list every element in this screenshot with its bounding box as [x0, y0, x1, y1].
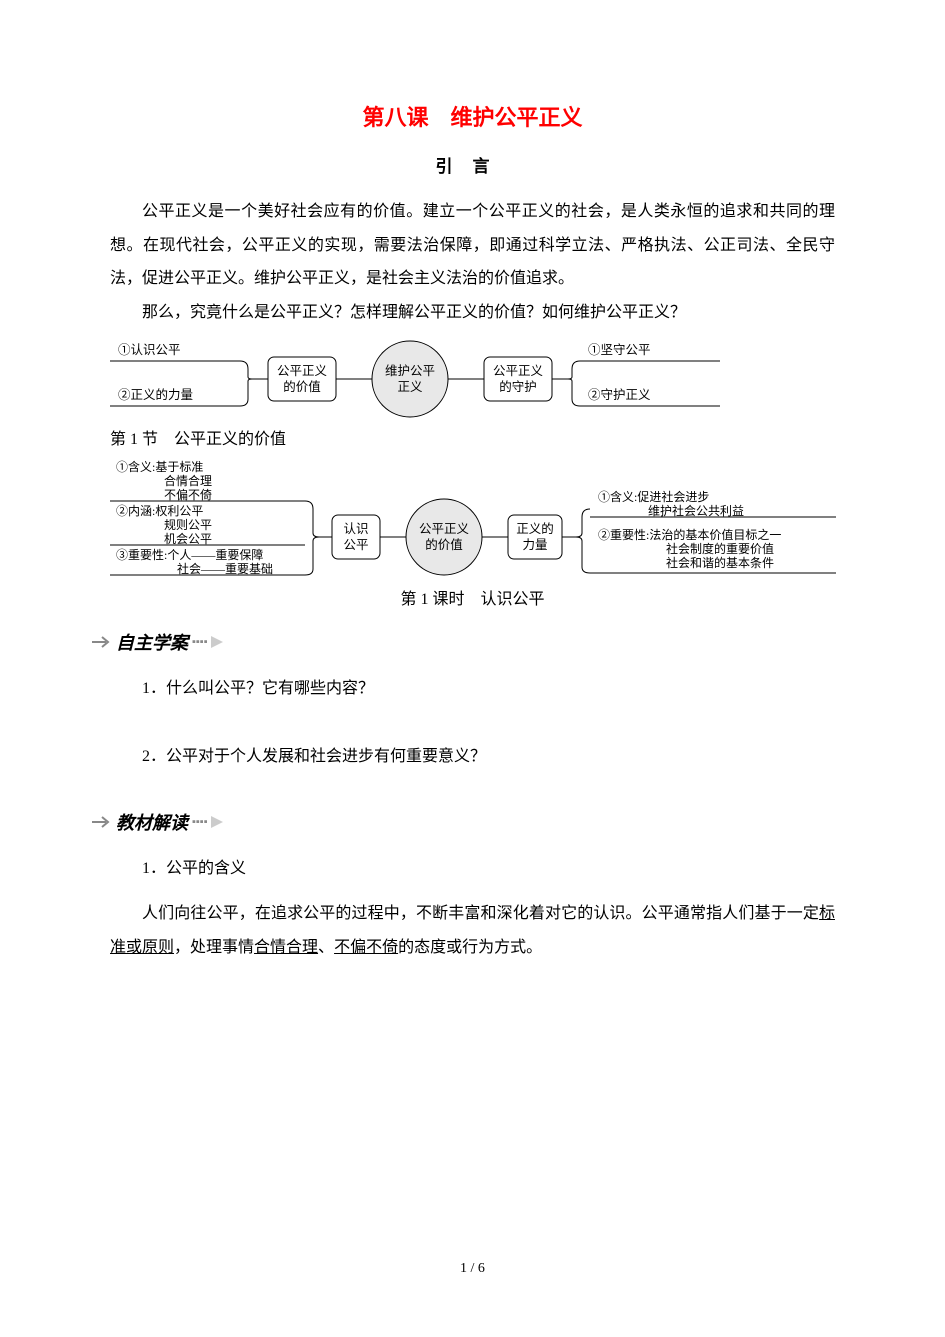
document-page: 第八课 维护公平正义 引言 公平正义是一个美好社会应有的价值。建立一个公平正义的…	[0, 0, 945, 1005]
d2-l1-2: 合情合理	[164, 473, 212, 488]
d1-center-l2: 正义	[397, 380, 423, 394]
body1-u3: 不偏不倚	[334, 939, 398, 956]
svg-text:的价值: 的价值	[425, 537, 463, 552]
d2-l3-2: 社会——重要基础	[177, 561, 273, 576]
d1-right-bottom: ②守护正义	[588, 388, 651, 402]
banner-dots: ▪▪▪▪	[192, 636, 208, 648]
d1-left-box-l1: 公平正义	[277, 364, 328, 378]
d2-l1-3: 不偏不倚	[164, 487, 212, 502]
banner-self-study: 自主学案 ▪▪▪▪	[90, 629, 835, 655]
svg-text:公平: 公平	[343, 538, 368, 552]
intro-paragraph-2: 那么，究竟什么是公平正义？怎样理解公平正义的价值？如何维护公平正义？	[110, 296, 835, 330]
intro-paragraph-1: 公平正义是一个美好社会应有的价值。建立一个公平正义的社会，是人类永恒的追求和共同…	[110, 195, 835, 296]
tail-icon	[211, 636, 223, 648]
section-1-label: 第 1 节 公平正义的价值	[110, 425, 835, 449]
d1-left-top: ①认识公平	[118, 343, 181, 357]
d2-l2-1: ②内涵:权利公平	[116, 504, 203, 518]
d1-left-bottom: ②正义的力量	[118, 387, 193, 402]
banner-dots: ▪▪▪▪	[192, 816, 208, 828]
d2-l2-3: 机会公平	[164, 532, 212, 546]
arrow-icon	[90, 635, 114, 649]
svg-text:认识: 认识	[343, 522, 368, 536]
d2-r2-2: 社会制度的重要价值	[666, 541, 774, 556]
d2-r1-1: ①含义:促进社会进步	[598, 489, 709, 504]
body1-u2: 合情合理	[254, 939, 318, 956]
d1-left-box-l2: 的价值	[283, 379, 321, 394]
d1-right-box-l2: 的守护	[499, 379, 537, 394]
svg-text:力量: 力量	[522, 538, 547, 552]
d1-center-l1: 维护公平	[385, 364, 435, 378]
svg-text:正义的: 正义的	[516, 521, 554, 536]
lesson-label: 第 1 课时 认识公平	[110, 585, 835, 609]
d1-right-top: ①坚守公平	[588, 343, 651, 357]
concept-diagram-2: ①含义:基于标准 合情合理 不偏不倚 ②内涵:权利公平 规则公平 机会公平 ③重…	[110, 459, 835, 579]
d1-right-box-l1: 公平正义	[493, 364, 544, 378]
concept-diagram-1: ①认识公平 ②正义的力量 公平正义 的价值 维护公平 正义 公平正义 的守护	[110, 339, 835, 419]
page-footer: 1 / 6	[0, 1261, 945, 1277]
banner-textbook: 教材解读 ▪▪▪▪	[90, 809, 835, 835]
d2-l1-1: ①含义:基于标准	[116, 459, 203, 474]
d2-r1-2: 维护社会公共利益	[648, 503, 744, 518]
banner-2-text: 教材解读	[116, 809, 188, 835]
d2-l3-1: ③重要性:个人——重要保障	[116, 547, 263, 562]
subtitle: 引言	[110, 152, 835, 177]
item-1: 1．公平的含义	[142, 853, 835, 885]
question-2: 2．公平对于个人发展和社会进步有何重要意义？	[142, 741, 835, 773]
d2-r2-1: ②重要性:法治的基本价值目标之一	[598, 527, 781, 542]
body-paragraph-1: 人们向往公平，在追求公平的过程中，不断丰富和深化着对它的认识。公平通常指人们基于…	[110, 897, 835, 964]
body1-post: 的态度或行为方式。	[398, 939, 542, 956]
d2-l2-2: 规则公平	[164, 517, 212, 532]
question-1: 1．什么叫公平？它有哪些内容？	[142, 673, 835, 705]
body1-mid1: ，处理事情	[174, 939, 254, 956]
banner-1-text: 自主学案	[116, 629, 188, 655]
body1-mid2: 、	[318, 939, 334, 956]
svg-text:公平正义: 公平正义	[419, 522, 470, 536]
arrow-icon	[90, 815, 114, 829]
d2-r2-3: 社会和谐的基本条件	[666, 555, 774, 570]
body1-pre: 人们向往公平，在追求公平的过程中，不断丰富和深化着对它的认识。公平通常指人们基于…	[142, 905, 819, 922]
chapter-title: 第八课 维护公平正义	[110, 100, 835, 132]
tail-icon	[211, 816, 223, 828]
